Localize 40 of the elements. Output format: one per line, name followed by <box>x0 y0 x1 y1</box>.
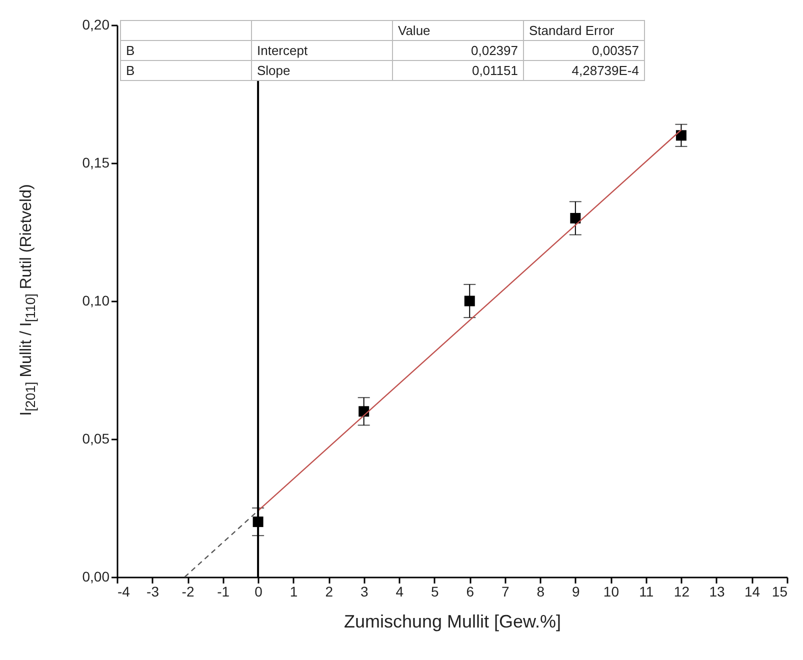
annotation: Intercept <box>252 40 392 60</box>
x-tick-label: 6 <box>466 584 474 600</box>
x-tick-label: -4 <box>118 584 130 600</box>
x-tick-label: 5 <box>430 584 439 600</box>
x-tick-label: 11 <box>639 584 654 600</box>
point <box>358 406 370 417</box>
point <box>570 212 581 224</box>
x-tick-label: 0 <box>254 584 263 600</box>
y-tick-label: 0,05 <box>82 430 110 446</box>
x-tick-label: 4 <box>396 584 404 600</box>
annotation: B <box>120 60 252 80</box>
x-tick-label: 9 <box>572 584 580 600</box>
x-tick-label: -3 <box>146 584 160 600</box>
x-tick-label: 15 <box>772 584 788 600</box>
x-tick-label: 1 <box>290 584 298 600</box>
x-tick-label: -1 <box>217 584 230 600</box>
annotation: Standard Error <box>524 20 644 40</box>
annotation: 4,28739E-4 <box>524 60 644 80</box>
point <box>464 296 475 306</box>
y-tick-label: 0,20 <box>82 16 110 32</box>
x-tick-label: 2 <box>325 584 334 600</box>
y-tick-label: 0,00 <box>82 568 110 584</box>
y-tick-label: 0,15 <box>82 154 110 170</box>
x-tick-label: -2 <box>182 584 194 600</box>
annotation: 0,00357 <box>524 40 644 60</box>
x-tick-label: 7 <box>501 584 510 600</box>
annotation: B <box>120 40 252 60</box>
x-tick-label: 8 <box>536 584 545 600</box>
annotation: 0,02397 <box>392 40 524 60</box>
annotation: 0,01151 <box>392 60 524 80</box>
x-axis-title: Zumischung Mullit [Gew.%] <box>344 612 562 632</box>
x-tick-label: 14 <box>744 584 760 600</box>
annotation: Slope <box>252 60 392 80</box>
y-tick-label: 0,10 <box>82 292 110 308</box>
x-tick-label: 12 <box>674 584 690 600</box>
annotation: Value <box>392 20 524 40</box>
x-tick-label: 13 <box>709 584 725 600</box>
point <box>676 130 686 141</box>
x-tick-label: 10 <box>603 584 620 600</box>
x-tick-label: 3 <box>360 584 368 600</box>
